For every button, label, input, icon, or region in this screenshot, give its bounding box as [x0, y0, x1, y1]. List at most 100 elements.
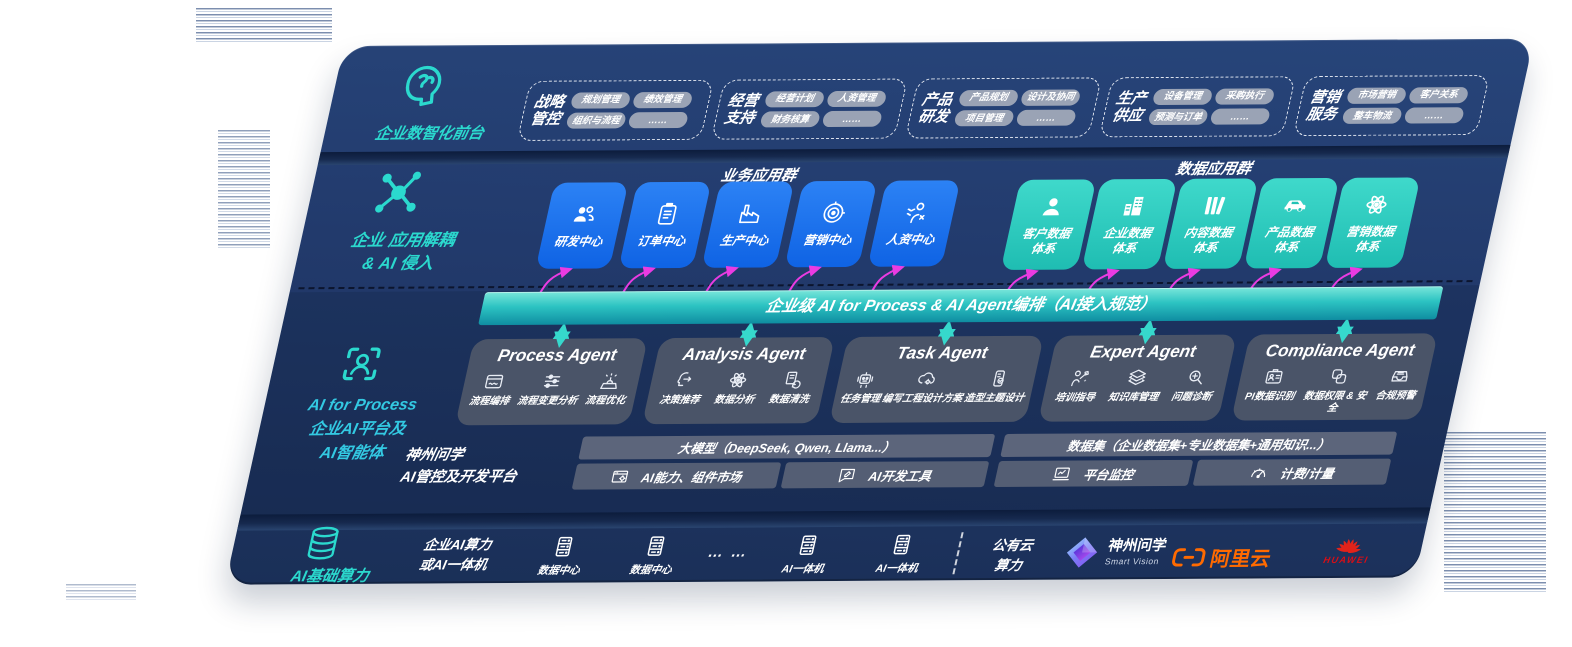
agent-frame-icon	[335, 342, 389, 386]
infra-node: AI一体机	[860, 532, 940, 575]
agent-capability: 数据权限 & 安全	[1298, 366, 1375, 414]
front-group-items: 设备管理 采购执行 预测与订单……	[1147, 87, 1276, 126]
clipboard-icon	[652, 201, 684, 227]
app-label: 人资中心	[884, 232, 936, 247]
app-label: 内容数据 体系	[1183, 225, 1235, 255]
infra-node: 数据中心	[614, 534, 694, 577]
data-app-box: 产品数据 体系	[1243, 177, 1340, 269]
front-group: 产品 研发 产品规划 设计及协同 项目管理……	[904, 77, 1103, 139]
agent-capability: 知识库管理	[1107, 367, 1165, 404]
front-group-chip: 组织与流程	[565, 112, 627, 130]
agent-title: Expert Agent	[1088, 341, 1199, 362]
agent-items: 流程编排 流程变更分析 流程优化	[464, 370, 636, 408]
front-group: 经营 支持 经营计划 人资管理 财务核算……	[710, 78, 909, 140]
architecture-board: 企业数智化前台 企业 应用解耦 & AI 侵入 AI for Process 企…	[225, 38, 1534, 585]
agent-capability: 决策推荐	[658, 370, 706, 407]
server-icon	[549, 535, 578, 559]
front-group-chip: 财务核算	[759, 111, 821, 128]
layer-divider	[317, 144, 1511, 166]
team-icon	[569, 201, 601, 227]
agent-capability-label: 流程编排	[467, 395, 511, 408]
decision-icon	[671, 370, 697, 391]
model-header: 大模型（DeepSeek, Qwen, Llama...）	[578, 434, 996, 460]
vendor-name: 神州问学	[1106, 538, 1169, 555]
app-label: 营销数据 体系	[1345, 224, 1397, 254]
agent-capability-label: 造型主题设计	[962, 392, 1026, 405]
artifact-stripes	[218, 130, 270, 248]
front-group-chip: 整车物流	[1341, 107, 1403, 125]
app-label: 营销中心	[801, 232, 853, 248]
id-card-icon	[1261, 366, 1287, 387]
chat-tool-icon	[836, 465, 859, 484]
trainer-icon	[1066, 367, 1092, 388]
platform-cell-ai-devtools: AI开发工具	[780, 461, 990, 489]
platform-cell-label: AI开发工具	[867, 468, 933, 484]
agent-capability: 流程变更分析	[516, 371, 584, 408]
agent-capability: 造型主题设计	[963, 368, 1031, 405]
front-group-items: 规划管理 绩效管理 组织与流程……	[565, 91, 694, 130]
front-layer-label: 企业数智化前台	[373, 125, 486, 143]
app-label: 企业数据 体系	[1102, 225, 1154, 255]
data-app-box: 企业数据 体系	[1081, 178, 1178, 270]
agent-capability-label: 数据清洗	[767, 394, 811, 406]
user-icon	[1037, 193, 1069, 219]
front-group-items: 经营计划 人资管理 财务核算……	[759, 90, 888, 128]
vendor-name: HUAWEI	[1322, 554, 1370, 566]
front-group-chip: 采购执行	[1213, 87, 1276, 105]
front-group-chip: ……	[627, 111, 689, 129]
platform-cell-monitoring: 平台监控	[993, 459, 1193, 488]
front-group-items: 市场营销 客户关系 整车物流……	[1341, 86, 1470, 125]
business-app-box: 研发中心	[535, 182, 629, 269]
dataset-header: 数据集（企业数据集+专业数据集+通用知识...）	[1000, 431, 1398, 457]
agent-capability: 流程编排	[468, 371, 516, 408]
app-label: 研发中心	[552, 234, 604, 249]
server-icon	[793, 533, 822, 557]
data-app-box: 内容数据 体系	[1162, 178, 1259, 270]
agent-items: 培训指导 知识库管理 问题诊断	[1047, 367, 1225, 405]
front-group-chip: 产品规划	[957, 89, 1020, 107]
dataset-section: 数据集（企业数据集+专业数据集+通用知识...） 平台监控 计费/计量	[993, 431, 1398, 488]
brain-head-icon	[391, 59, 455, 115]
server-icon	[641, 534, 670, 558]
front-group-title: 营销 服务	[1304, 88, 1343, 124]
agent-capability: 问题诊断	[1170, 367, 1218, 404]
agent-title: Task Agent	[895, 343, 990, 363]
model-section: 大模型（DeepSeek, Qwen, Llama...） AI能力、组件市场 …	[571, 434, 996, 490]
infra-node-label: 数据中心	[536, 564, 582, 577]
agent-capability-label: 流程优化	[583, 395, 627, 407]
agents-row: Process Agent 流程编排 流程变更分析 流程优化 Analysis Agen…	[454, 333, 1438, 426]
robot-icon	[852, 369, 878, 390]
app-label: 生产中心	[718, 233, 770, 248]
front-group-chip: 绩效管理	[631, 91, 694, 109]
front-group-chip: ……	[821, 110, 883, 128]
agent-panel-expert-agent: Expert Agent 培训指导 知识库管理 问题诊断	[1037, 334, 1237, 422]
molecule-icon	[366, 165, 432, 219]
business-app-box: 营销中心	[784, 180, 878, 268]
platform-label: 神州问学 AI管控及开发平台	[398, 447, 519, 486]
layers-icon	[1125, 367, 1151, 388]
atom-icon	[726, 370, 752, 391]
front-group-chip: 客户关系	[1407, 86, 1470, 104]
agent-capability: 数据清洗	[767, 369, 815, 406]
agent-capability-label: 决策推荐	[658, 394, 701, 407]
agent-capability-label: 问题诊断	[1170, 391, 1213, 403]
front-group-chip: 项目管理	[953, 109, 1015, 127]
hr-icon	[901, 199, 933, 225]
agent-capability-label: 合规预警	[1374, 390, 1417, 402]
content-icon	[1199, 192, 1231, 218]
front-group-title: 战略 管控	[528, 93, 567, 128]
front-group-chip: ……	[1015, 109, 1077, 127]
agent-capability-label: 任务管理	[838, 393, 882, 405]
business-app-box: 订单中心	[618, 181, 712, 269]
business-apps-row: 研发中心 订单中心 生产中心 营销中心 人资中心	[535, 180, 961, 269]
artifact-stripes	[66, 584, 136, 602]
target-icon	[818, 200, 850, 226]
app-label: 产品数据 体系	[1264, 224, 1316, 254]
data-app-box: 营销数据 体系	[1324, 177, 1421, 269]
artifact-stripes	[1444, 432, 1546, 594]
data-app-box: 客户数据 体系	[1000, 179, 1097, 270]
agent-capability: 编写工程设计方案	[881, 368, 969, 405]
front-group-chip: 预测与订单	[1147, 108, 1209, 126]
front-group-chip: ……	[1403, 107, 1465, 124]
